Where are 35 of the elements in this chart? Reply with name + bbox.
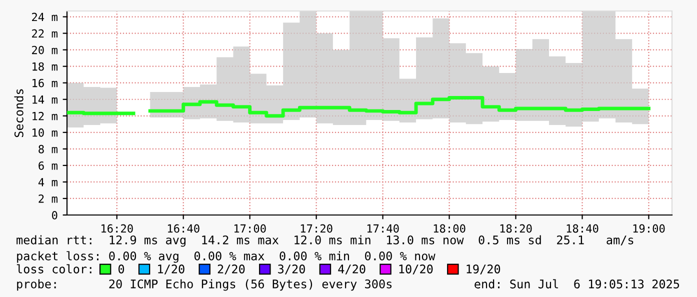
x-tick-label: 18:20 — [500, 224, 532, 233]
legend-label: 0 — [118, 264, 124, 274]
legend-label: 3/20 — [278, 264, 305, 274]
y-tick-label: 4 m — [38, 178, 58, 186]
y-tick-label: 22 m — [32, 29, 58, 38]
text: end: Sun Jul 6 19:05:13 2025 — [474, 279, 680, 288]
legend-label: 10/20 — [399, 264, 433, 274]
y-tick-label: 14 m — [32, 96, 58, 104]
y-tick-label: 10 m — [32, 128, 58, 137]
y-tick-label: 24 m — [32, 12, 58, 22]
x-tick-label: 16:20 — [101, 224, 133, 233]
legend-label: 4/20 — [338, 264, 366, 274]
legend-label: 19/20 — [466, 264, 500, 274]
y-tick-label: 8 m — [38, 144, 58, 154]
x-tick-label: 17:20 — [300, 224, 332, 233]
x-tick-label: 17:00 — [234, 224, 266, 233]
x-tick-label: 19:00 — [633, 224, 665, 233]
y-tick-label: 20 m — [32, 46, 58, 54]
legend-label: 1/20 — [158, 264, 184, 274]
x-tick-label: 18:00 — [434, 224, 466, 233]
x-tick-label: 18:40 — [566, 224, 598, 233]
y-tick-label: 6 m — [38, 161, 58, 170]
legend-label: 2/20 — [218, 264, 245, 274]
legend-title: loss color: — [16, 264, 92, 274]
x-tick-label: 16:40 — [168, 224, 200, 233]
y-axis-title: Seconds — [14, 89, 24, 138]
y-tick-label: 12 m — [32, 112, 58, 120]
y-tick-label: 18 m — [32, 62, 58, 71]
x-tick-label: 17:40 — [367, 224, 399, 233]
y-tick-label: 2 m — [38, 194, 58, 203]
text: packet loss: 0.00 % avg 0.00 % max 0.00 % min 0.00 % now — [17, 251, 436, 263]
text: probe: 20 ICMP Echo Pings (56 Bytes) every 300s — [17, 279, 392, 291]
y-tick-label: 0 — [52, 211, 58, 220]
y-tick-label: 16 m — [32, 78, 58, 88]
text: median rtt: 12.9 ms avg 14.2 ms max 12.0 ms min 13.0 ms now 0.5 ms sd 25.1 am/s — [16, 235, 634, 247]
